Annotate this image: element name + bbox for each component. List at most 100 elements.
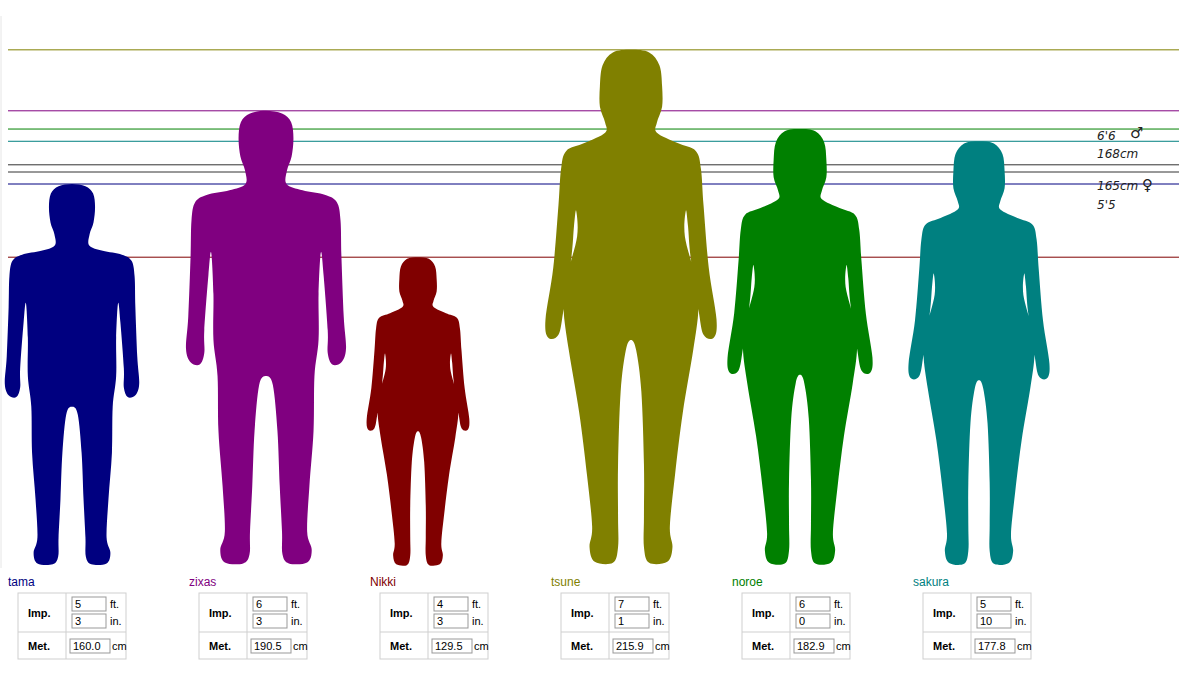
inches-value: 1	[618, 615, 624, 627]
input-box	[615, 597, 649, 611]
input-box	[70, 639, 110, 653]
unit-label: ft.	[291, 598, 300, 610]
unit-label: ft.	[834, 598, 843, 610]
annotation: 6'6	[1097, 129, 1116, 143]
annotation: 5'5	[1097, 198, 1116, 212]
unit-label: cm	[1017, 640, 1032, 652]
input-box	[977, 597, 1011, 611]
table-divider	[428, 593, 429, 659]
metric-label: Met.	[390, 640, 412, 652]
unit-label: ft.	[472, 598, 481, 610]
annotation-symbol: ♀	[1142, 176, 1153, 194]
imperial-label: Imp.	[571, 607, 594, 619]
input-box	[72, 597, 106, 611]
unit-label: in.	[653, 615, 665, 627]
input-box	[434, 614, 468, 628]
unit-label: cm	[836, 640, 851, 652]
input-box	[977, 614, 1011, 628]
feet-value: 6	[256, 598, 262, 610]
character-name: tama	[8, 575, 35, 589]
input-box	[72, 614, 106, 628]
annotation: 165cm	[1097, 179, 1138, 193]
silhouette	[727, 129, 872, 565]
feet-value: 4	[437, 598, 443, 610]
imperial-label: Imp.	[933, 607, 956, 619]
height-table: Imp.Met.6ft.0in.182.9cm	[742, 593, 851, 659]
unit-label: cm	[655, 640, 670, 652]
silhouette	[908, 141, 1049, 565]
table-divider	[380, 632, 488, 633]
input-box	[432, 639, 472, 653]
unit-label: cm	[474, 640, 489, 652]
table-divider	[742, 632, 850, 633]
cm-value: 215.9	[616, 640, 644, 652]
height-table: Imp.Met.5ft.3in.160.0cm	[18, 593, 127, 659]
table-divider	[247, 593, 248, 659]
height-table: Imp. Met. 5 ft. 10 in. 177.8 cm	[923, 593, 1032, 659]
cm-value: 160.0	[73, 640, 101, 652]
unit-label: in.	[291, 615, 303, 627]
input-box	[251, 639, 291, 653]
metric-label: Met.	[571, 640, 593, 652]
annotation-symbol: ♂	[1130, 124, 1143, 142]
unit-label: in.	[110, 615, 122, 627]
inches-value: 3	[75, 615, 81, 627]
silhouette	[367, 257, 470, 566]
metric-label: Met.	[28, 640, 50, 652]
character-name: tsune	[551, 575, 581, 589]
table-frame	[18, 593, 126, 659]
table-frame	[380, 593, 488, 659]
annotation: 168cm	[1097, 147, 1138, 161]
input-box	[613, 639, 653, 653]
cm-value: 190.5	[254, 640, 282, 652]
table-divider	[923, 632, 1031, 633]
plot-area	[5, 50, 1179, 566]
input-box	[253, 597, 287, 611]
silhouette	[545, 50, 717, 564]
unit-label: ft.	[110, 598, 119, 610]
range-line	[1, 16, 2, 568]
table-frame	[561, 593, 669, 659]
character-name: Nikki	[370, 575, 396, 589]
unit-label: in.	[1015, 615, 1027, 627]
table-divider	[66, 593, 67, 659]
silhouette	[186, 111, 346, 565]
unit-label: ft.	[1015, 598, 1024, 610]
unit-label: cm	[293, 640, 308, 652]
height-chart: 6'6168cm♂165cm5'5♀tamaImp.Met.5ft.3in.16…	[0, 0, 1179, 678]
cm-value: 177.8	[978, 640, 1006, 652]
input-box	[434, 597, 468, 611]
imperial-label: Imp.	[28, 607, 51, 619]
input-box	[796, 614, 830, 628]
table-divider	[609, 593, 610, 659]
table-divider	[971, 593, 972, 659]
feet-value: 6	[799, 598, 805, 610]
height-table: Imp. Met. 7 ft. 1 in. 215.9 cm	[561, 593, 670, 659]
table-frame	[923, 593, 1031, 659]
unit-label: cm	[112, 640, 127, 652]
metric-label: Met.	[209, 640, 231, 652]
inches-value: 10	[980, 615, 992, 627]
metric-label: Met.	[933, 640, 955, 652]
table-divider	[561, 632, 669, 633]
table-frame	[199, 593, 307, 659]
inches-value: 3	[256, 615, 262, 627]
feet-value: 5	[980, 598, 986, 610]
imperial-label: Imp.	[209, 607, 232, 619]
silhouette	[5, 184, 139, 565]
input-box	[975, 639, 1015, 653]
unit-label: in.	[472, 615, 484, 627]
unit-label: ft.	[653, 598, 662, 610]
height-line	[8, 110, 1179, 111]
height-table: Imp. Met. 4 ft. 3 in. 129.5 cm	[380, 593, 489, 659]
character-name: zixas	[189, 575, 216, 589]
cm-value: 129.5	[435, 640, 463, 652]
table-divider	[18, 632, 126, 633]
inches-value: 3	[437, 615, 443, 627]
character-name: sakura	[913, 575, 949, 589]
height-table: Imp. Met. 6 ft. 3 in. 190.5 cm	[199, 593, 308, 659]
feet-value: 7	[618, 598, 624, 610]
imperial-label: Imp.	[390, 607, 413, 619]
unit-label: in.	[834, 615, 846, 627]
table-divider	[199, 632, 307, 633]
